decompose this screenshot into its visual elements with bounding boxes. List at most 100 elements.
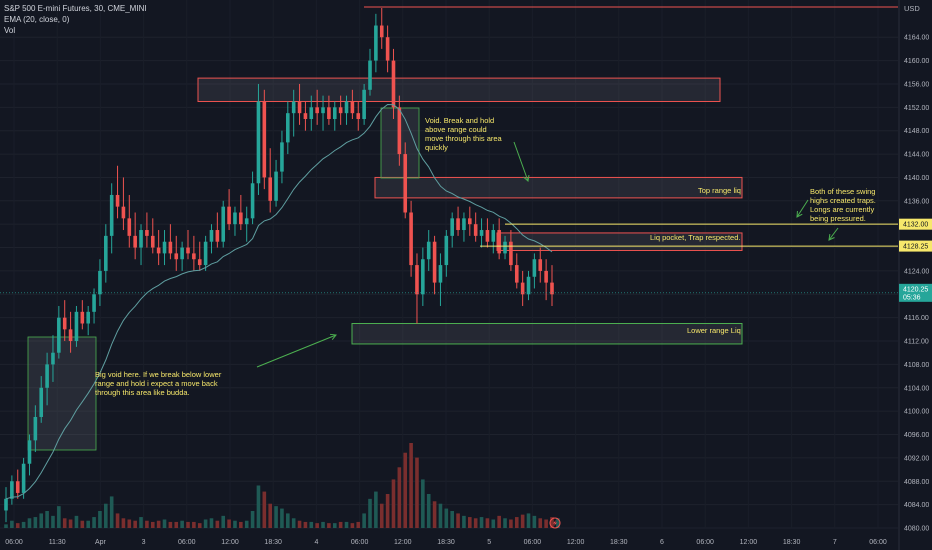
volume-bar	[456, 513, 460, 528]
y-tick-label: 4096.00	[904, 432, 929, 439]
candle-body	[356, 113, 361, 120]
y-tick-label: 4160.00	[904, 58, 929, 65]
candle-body	[409, 212, 413, 266]
volume-bar	[244, 520, 249, 528]
candle-body	[10, 481, 14, 499]
x-tick-label: 06:00	[869, 539, 887, 546]
x-tick-label: 12:00	[567, 539, 585, 546]
y-tick-label: 4092.00	[904, 455, 929, 462]
volume-bar	[215, 520, 220, 528]
ema-indicator-label: EMA (20, close, 0)	[4, 15, 70, 24]
volume-bar	[368, 498, 372, 528]
last-price-tag	[899, 283, 932, 302]
candle-body	[21, 463, 26, 493]
candle-body	[473, 224, 478, 236]
x-tick-label: 5	[487, 539, 491, 546]
candle-body	[514, 265, 519, 283]
candle-body	[98, 270, 102, 295]
volume-bar	[462, 515, 466, 528]
volume-bar	[15, 523, 20, 528]
candle-body	[92, 294, 96, 312]
y-tick-label: 4100.00	[904, 409, 929, 416]
volume-bar	[338, 521, 343, 528]
volume-bar	[203, 519, 208, 528]
volume-bar	[526, 513, 531, 528]
candle-body	[462, 218, 466, 231]
y-tick-label: 4084.00	[904, 502, 929, 509]
zone-box	[374, 176, 743, 199]
candle-body	[186, 247, 190, 254]
volume-bar	[450, 511, 454, 528]
lightning-icon[interactable]	[549, 517, 561, 529]
candle-body	[86, 311, 90, 324]
annotation-big-void: Big void here. If we break below lower r…	[95, 370, 222, 397]
candle-body	[115, 194, 120, 207]
volume-bar	[21, 521, 26, 528]
candle-body	[233, 212, 237, 225]
arrow-big-void	[256, 334, 337, 368]
arrow-void-head	[523, 174, 530, 182]
annotation-void: Void. Break and hold above range could m…	[425, 116, 502, 152]
volume-bar	[362, 513, 366, 528]
last-price-text: 4120.25	[903, 286, 928, 293]
candle-body	[303, 113, 308, 120]
candle-body	[368, 60, 372, 90]
candle-body	[209, 230, 214, 242]
candle-body	[491, 230, 496, 242]
volume-indicator-label: Vol	[4, 26, 16, 35]
volume-bar	[421, 479, 425, 528]
volume-bar	[297, 520, 302, 528]
zone-label-top-range: Top range liq	[698, 186, 741, 195]
volume-bar	[321, 521, 325, 528]
x-tick-label: 06:00	[351, 539, 369, 546]
price-mark-tag	[899, 218, 932, 230]
volume-bar	[250, 511, 255, 528]
volume-bar	[227, 519, 231, 528]
volume-bar	[109, 496, 114, 528]
candle-body	[174, 253, 179, 260]
zone-box	[197, 77, 721, 102]
volume-bar	[550, 517, 554, 528]
candle-body	[297, 101, 302, 114]
volume-bar	[379, 503, 384, 528]
candle-body	[274, 171, 278, 201]
candle-body	[145, 230, 149, 236]
candle-body	[327, 107, 331, 120]
y-tick-label: 4104.00	[904, 385, 929, 392]
grid-lines	[0, 36, 898, 529]
zone-box	[351, 323, 743, 345]
price-axis[interactable]	[899, 0, 932, 550]
candle-body	[150, 235, 155, 248]
zone-label-lower-range: Lower range Liq	[687, 326, 741, 335]
volume-bar	[350, 523, 355, 528]
y-tick-label: 4156.00	[904, 81, 929, 88]
volume-bar	[139, 517, 143, 528]
candle-body	[109, 194, 114, 236]
volume-bar	[473, 518, 478, 528]
volume-bar	[127, 519, 132, 528]
candle-body	[503, 241, 507, 254]
volume-bar	[438, 503, 443, 528]
volume-bar	[10, 520, 14, 528]
candle-body	[215, 230, 220, 242]
volume-bar	[503, 518, 507, 528]
candle-body	[4, 498, 8, 511]
volume-bar	[62, 518, 67, 528]
x-tick-label: 18:30	[783, 539, 801, 546]
candle-body	[15, 481, 20, 493]
volume-bar	[532, 515, 537, 528]
candle-body	[192, 253, 196, 260]
volume-bar	[104, 503, 108, 528]
currency-label: USD	[904, 4, 920, 13]
x-tick-label: 18:30	[610, 539, 628, 546]
volume-bar	[356, 521, 361, 528]
candle-body	[203, 241, 208, 266]
candle-body	[262, 101, 267, 178]
x-tick-label: 3	[142, 539, 146, 546]
y-tick-label: 4144.00	[904, 152, 929, 159]
candle-body	[239, 212, 243, 225]
ema-line	[5, 103, 553, 500]
x-tick-label: 06:00	[178, 539, 196, 546]
candle-body	[62, 317, 67, 330]
